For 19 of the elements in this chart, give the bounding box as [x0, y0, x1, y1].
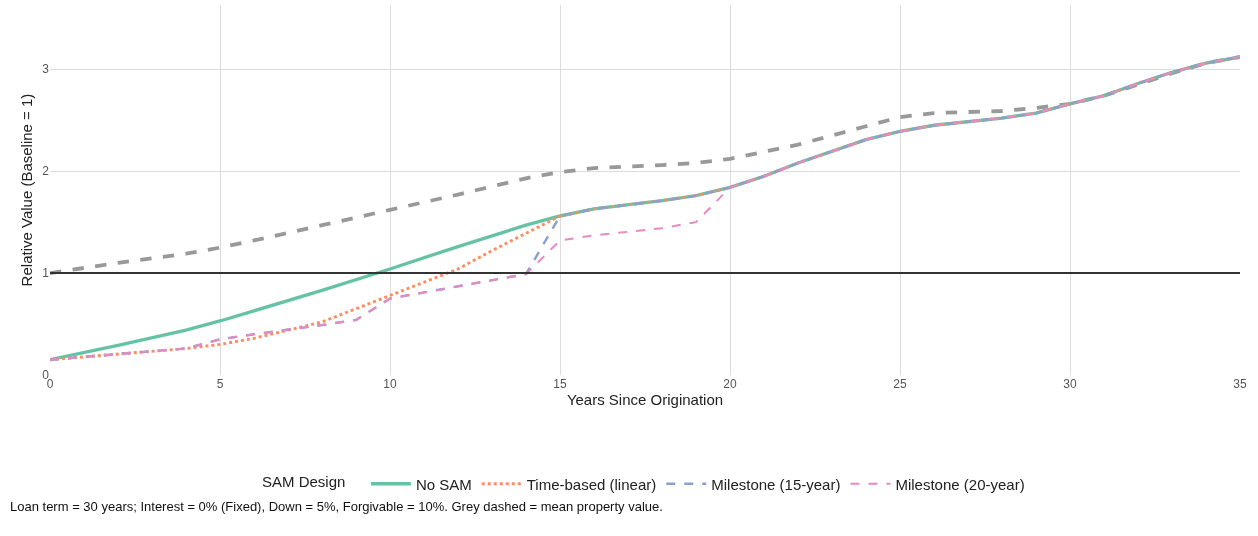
x-tick-label: 30	[1063, 377, 1077, 391]
legend-label: Milestone (20-year)	[895, 475, 1025, 493]
legend-label: Milestone (15-year)	[711, 475, 841, 493]
x-axis-title: Years Since Origination	[566, 391, 724, 408]
legend-label: No SAM	[415, 475, 472, 493]
y-axis-title: Relative Value (Baseline = 1)	[17, 93, 35, 287]
x-tick-label: 15	[553, 377, 567, 391]
x-tick-label: 10	[383, 377, 397, 391]
legend-title: SAM Design	[262, 473, 358, 490]
line-series	[50, 55, 1240, 275]
y-tick-label: 3	[42, 62, 50, 77]
x-tick-label: 20	[723, 377, 737, 391]
text: Loan term = 30 years; Interest = 0% (Fixed), Down = 5%, Forgivable = 10%. Grey dashed = mean property value.	[10, 499, 663, 514]
y-tick-label: 2	[42, 164, 50, 179]
x-tick-label: 5	[216, 377, 224, 391]
x-tick-label: 35	[1233, 377, 1247, 391]
x-tick-label: 25	[893, 377, 907, 391]
legend-label: Time-based (linear)	[526, 475, 657, 493]
y-tick-label: 1	[42, 266, 50, 281]
